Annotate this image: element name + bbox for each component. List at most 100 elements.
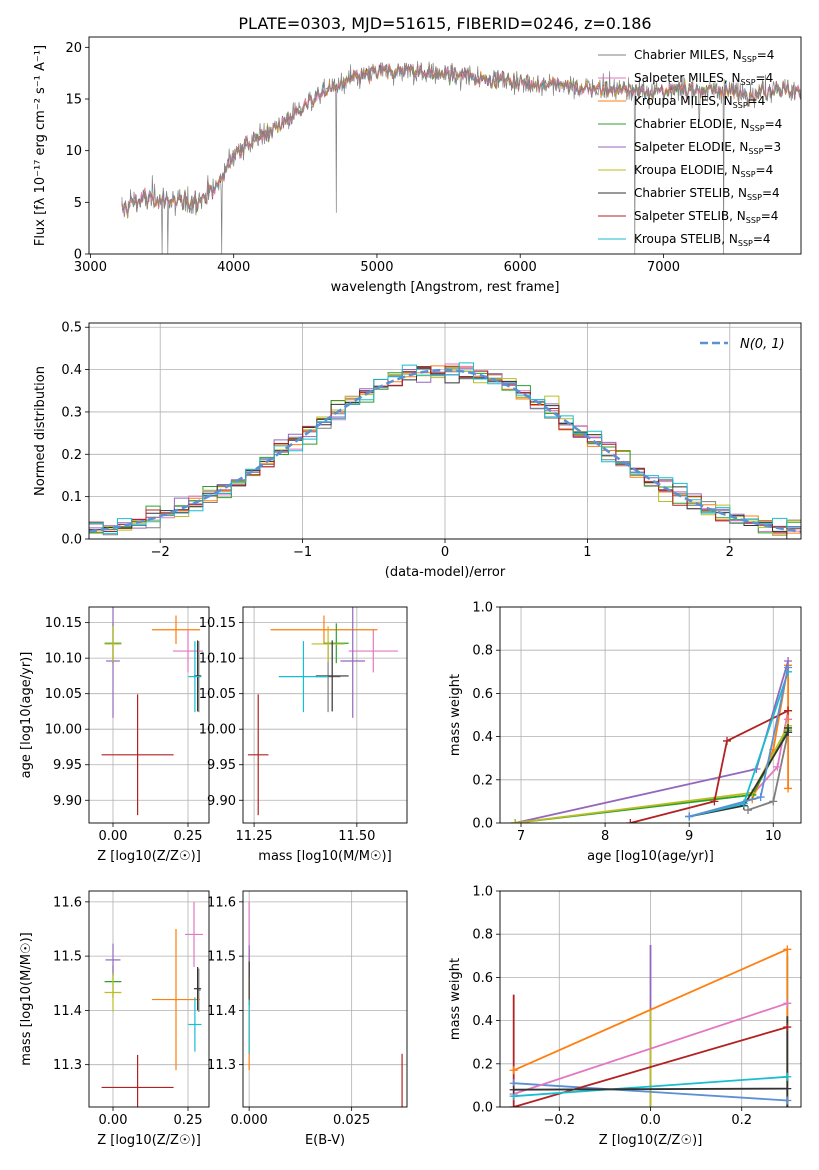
y-tick-label: 11.5 — [207, 950, 236, 965]
axes-frame — [88, 890, 210, 1108]
y-tick-label: 0.4 — [472, 730, 493, 745]
y-tick-label: 10 — [65, 144, 82, 159]
y-tick-label: 0.5 — [61, 321, 82, 336]
y-tick-label: 9.95 — [53, 758, 82, 773]
x-tick-label: 1 — [583, 545, 591, 560]
weight-marker — [773, 762, 782, 771]
errorbar-point — [101, 694, 174, 816]
y-axis-label: mass weight — [448, 958, 463, 1040]
y-tick-label: 11.3 — [53, 1058, 82, 1073]
y-tick-label: 1.0 — [472, 601, 493, 616]
legend-label: Salpeter ELODIE, NSSP=3 — [634, 140, 781, 156]
y-tick-label: 0.2 — [472, 1057, 493, 1072]
y-tick-label: 10.05 — [45, 687, 82, 702]
y-tick-label: 11.4 — [53, 1004, 82, 1019]
weight-line — [513, 1087, 788, 1091]
y-tick-label: 10.00 — [45, 723, 82, 738]
errorbar-point — [152, 615, 200, 644]
weight-marker — [783, 1023, 792, 1032]
y-tick-label: 0.3 — [61, 405, 82, 420]
y-tick-label: 1.0 — [472, 885, 493, 900]
weight-marker — [509, 1066, 518, 1075]
y-tick-label: 11.6 — [207, 895, 236, 910]
weight-marker — [723, 736, 732, 745]
errorbar-point — [311, 626, 345, 662]
x-tick-label: 6000 — [504, 260, 537, 275]
y-axis-label: Normed distribution — [33, 366, 48, 496]
y-tick-label: 9.95 — [207, 758, 236, 773]
y-tick-label: 0.8 — [472, 644, 493, 659]
x-tick-label: 11.50 — [338, 829, 375, 844]
plot-area-weight-vs-Z — [509, 945, 792, 1107]
plot-area-mass-vs-Z — [101, 901, 203, 1107]
errorbar-point — [105, 943, 121, 977]
weight-marker — [784, 706, 793, 715]
errorbar-point — [348, 629, 398, 673]
y-axis-label: Flux [fλ 10⁻¹⁷ erg cm⁻² s⁻¹ A⁻¹] — [33, 45, 48, 246]
y-tick-label: 0.0 — [472, 1101, 493, 1116]
plot-area-age-vs-mass — [247, 607, 398, 816]
weight-marker — [744, 806, 753, 815]
x-tick-label: 0.00 — [99, 829, 128, 844]
panel-weight-vs-age: 7 8 9 10 0.0 0.2 0.4 0.6 0.8 1.0 age [log10(age/yr… — [448, 601, 802, 864]
axes-frame — [88, 36, 802, 255]
y-tick-label: 20 — [65, 41, 82, 56]
y-tick-label: 0.2 — [472, 773, 493, 788]
weight-marker — [511, 819, 520, 823]
y-tick-label: 0.0 — [61, 533, 82, 548]
legend-label: Chabrier MILES, NSSP=4 — [634, 48, 774, 64]
x-axis-label: (data-model)/error — [385, 565, 506, 580]
spectrum-model-chabrier-miles — [121, 62, 801, 216]
x-tick-label: 0 — [441, 545, 449, 560]
x-axis-label: mass [log10(M/M☉)] — [258, 849, 391, 864]
errorbar-point — [247, 694, 269, 816]
x-tick-label: 0.025 — [333, 1113, 370, 1128]
axes-frame — [499, 606, 802, 824]
weight-marker — [756, 793, 765, 802]
x-axis-label: Z [log10(Z/Z☉)] — [97, 1133, 201, 1148]
axes-frame — [242, 606, 408, 824]
y-tick-label: 0.8 — [472, 928, 493, 943]
y-tick-label: 11.5 — [53, 950, 82, 965]
x-tick-label: 5000 — [360, 260, 393, 275]
errorbar-point — [101, 1054, 174, 1107]
y-tick-label: 15 — [65, 93, 82, 108]
x-tick-label: 10 — [765, 829, 782, 844]
y-tick-label: 0.4 — [472, 1014, 493, 1029]
x-tick-label: 9 — [685, 829, 693, 844]
legend-label: Kroupa STELIB, NSSP=4 — [634, 232, 771, 248]
weight-line — [513, 1002, 788, 1095]
errorbar-point — [315, 640, 349, 712]
weight-line — [513, 1075, 788, 1098]
x-axis-label: Z [log10(Z/Z☉)] — [97, 849, 201, 864]
legend-label: Kroupa MILES, NSSP=4 — [634, 94, 765, 110]
x-tick-label: 0.000 — [231, 1113, 268, 1128]
errorbar-point — [185, 901, 203, 967]
gaussian-curve — [89, 368, 801, 533]
errorbar-point — [270, 615, 378, 644]
y-tick-label: 0.1 — [61, 490, 82, 505]
errorbar-point — [188, 641, 202, 713]
figure-title: PLATE=0303, MJD=51615, FIBERID=0246, z=0… — [238, 14, 651, 33]
x-tick-label: −1 — [293, 545, 312, 560]
y-axis-label: age [log10(age/yr)] — [19, 652, 34, 779]
legend-label: Chabrier STELIB, NSSP=4 — [634, 186, 780, 202]
x-axis-label: age [log10(age/yr)] — [587, 849, 714, 864]
errorbar-point — [340, 607, 366, 718]
weight-marker — [783, 1096, 792, 1105]
weight-marker — [783, 999, 792, 1008]
weight-marker — [783, 945, 792, 954]
legend-label: Kroupa ELODIE, NSSP=4 — [634, 163, 773, 179]
y-tick-label: 10.00 — [199, 723, 236, 738]
axes-frame — [88, 606, 210, 824]
plot-area-weight-vs-age — [511, 657, 793, 823]
y-tick-label: 0.6 — [472, 971, 493, 986]
y-axis-label: mass weight — [448, 674, 463, 756]
y-tick-label: 10.15 — [45, 616, 82, 631]
y-tick-label: 0.4 — [61, 363, 82, 378]
weight-marker — [783, 1084, 792, 1093]
y-tick-label: 0.6 — [472, 687, 493, 702]
x-axis-label: E(B-V) — [305, 1133, 345, 1148]
errorbar-point — [152, 928, 200, 1071]
x-tick-label: 8 — [601, 829, 609, 844]
